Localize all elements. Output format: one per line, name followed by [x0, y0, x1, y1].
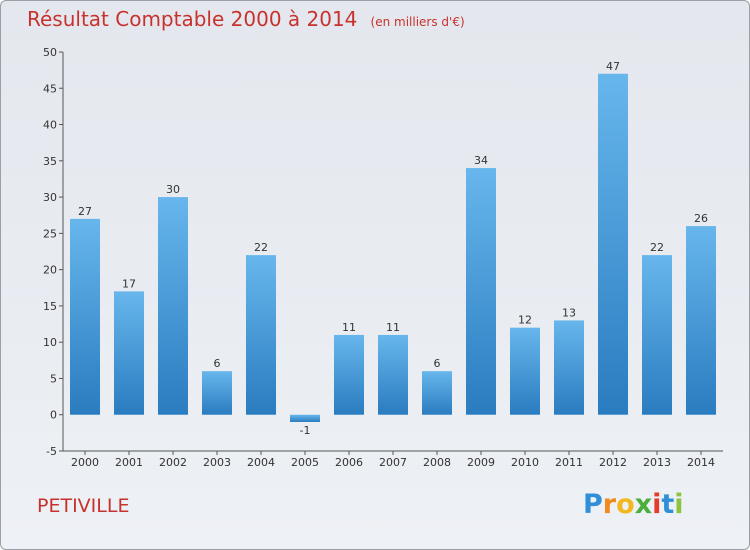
y-tick-label: 15	[43, 300, 57, 313]
x-tick-label-2012: 2012	[599, 456, 627, 469]
value-label-2005: -1	[300, 424, 311, 437]
value-label-2003: 6	[214, 357, 221, 370]
y-tick-label: 0	[50, 409, 57, 422]
bar-2013	[642, 255, 672, 415]
bars	[70, 73, 716, 422]
y-tick-label: -5	[46, 445, 57, 458]
value-label-2013: 22	[650, 241, 664, 254]
x-tick-label-2000: 2000	[71, 456, 99, 469]
x-tick-label-2008: 2008	[423, 456, 451, 469]
x-tick-label-2002: 2002	[159, 456, 187, 469]
value-label-2007: 11	[386, 321, 400, 334]
commune-name: PETIVILLE	[37, 495, 130, 517]
value-label-2006: 11	[342, 321, 356, 334]
chart-title: Résultat Comptable 2000 à 2014	[27, 7, 358, 31]
y-tick-label: 30	[43, 191, 57, 204]
value-label-2000: 27	[78, 205, 92, 218]
bar-2003	[202, 371, 232, 415]
axes: -5 0 5 10 15 20 25 30 35 40 45 50 2000 2001 2002 2003 20…	[43, 46, 723, 469]
value-label-2014: 26	[694, 212, 708, 225]
title-row: Résultat Comptable 2000 à 2014 (en milli…	[27, 7, 465, 31]
y-tick-label: 50	[43, 46, 57, 59]
x-tick-label-2014: 2014	[687, 456, 715, 469]
value-label-2009: 34	[474, 154, 488, 167]
bar-2011	[554, 320, 584, 415]
proxiti-logo: Proxiti	[583, 489, 684, 520]
logo-letter: t	[661, 489, 675, 520]
bar-2007	[378, 334, 408, 415]
bar-2012	[598, 73, 628, 415]
x-tick-label-2007: 2007	[379, 456, 407, 469]
bar-2005	[290, 414, 320, 422]
bar-2010	[510, 327, 540, 415]
bar-2004	[246, 255, 276, 415]
y-tick-label: 35	[43, 155, 57, 168]
logo-letter: r	[602, 489, 617, 520]
logo-letter: P	[583, 489, 603, 520]
y-tick-label: 25	[43, 227, 57, 240]
value-label-2004: 22	[254, 241, 268, 254]
y-tick-label: 45	[43, 82, 57, 95]
value-label-2008: 6	[434, 357, 441, 370]
bar-2000	[70, 218, 100, 415]
value-label-2010: 12	[518, 314, 532, 327]
x-tick-label-2001: 2001	[115, 456, 143, 469]
y-tick-label: 20	[43, 264, 57, 277]
x-tick-label-2013: 2013	[643, 456, 671, 469]
bar-2001	[114, 291, 144, 415]
x-tick-label-2006: 2006	[335, 456, 363, 469]
logo-letter: x	[634, 489, 653, 520]
bar-2002	[158, 197, 188, 415]
logo-letter: i	[652, 489, 662, 520]
y-tick-label: 40	[43, 119, 57, 132]
value-label-2012: 47	[606, 60, 620, 73]
unit-note: (en milliers d'€)	[370, 15, 465, 29]
bar-2014	[686, 226, 716, 415]
x-tick-label-2003: 2003	[203, 456, 231, 469]
y-tick-label: 5	[50, 372, 57, 385]
x-tick-label-2005: 2005	[291, 456, 319, 469]
bar-2009	[466, 168, 496, 415]
value-labels: 27 17 30 6 22 -1 11 11 6 34 12 13 47 22 26	[78, 60, 708, 437]
y-tick-label: 10	[43, 336, 57, 349]
value-label-2001: 17	[122, 277, 136, 290]
x-tick-label-2010: 2010	[511, 456, 539, 469]
x-tick-label-2004: 2004	[247, 456, 275, 469]
value-label-2002: 30	[166, 183, 180, 196]
x-tick-label-2009: 2009	[467, 456, 495, 469]
logo-letter: o	[616, 489, 635, 520]
bar-2008	[422, 371, 452, 415]
bar-2006	[334, 334, 364, 415]
value-label-2011: 13	[562, 306, 576, 319]
logo-letter: i	[674, 489, 684, 520]
x-tick-label-2011: 2011	[555, 456, 583, 469]
